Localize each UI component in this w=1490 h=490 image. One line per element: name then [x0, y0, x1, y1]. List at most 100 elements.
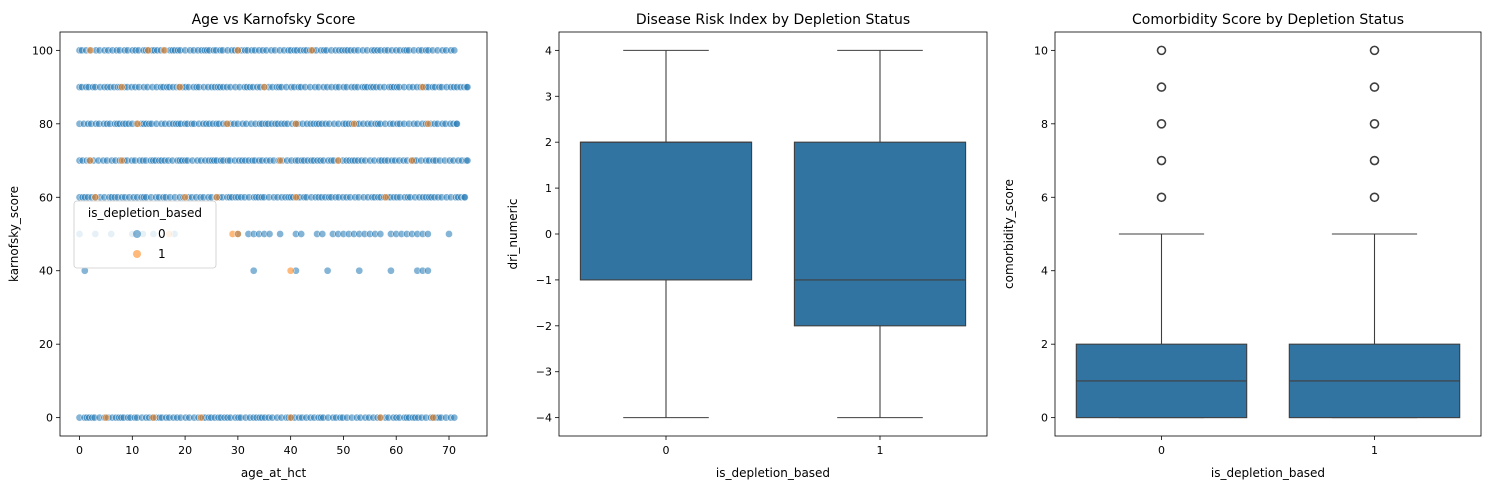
- outlier-point: [1369, 45, 1380, 56]
- x-tick-label: 20: [178, 444, 192, 457]
- x-tick-label: 70: [442, 444, 456, 457]
- plot-frame: [59, 31, 488, 437]
- outlier-point: [1156, 82, 1167, 92]
- y-tick-label: 4: [545, 44, 552, 57]
- y-tick-label: 0: [1041, 412, 1048, 425]
- x-axis-label: age_at_hct: [241, 466, 307, 480]
- chart-panel-3: Comorbidity Score by Depletion Status is_…: [1002, 12, 1482, 480]
- y-tick-label: 8: [1041, 118, 1048, 131]
- y-tick-label: −1: [536, 274, 552, 287]
- x-tick-label: 30: [231, 444, 245, 457]
- x-tick-label: 0: [663, 444, 670, 457]
- box-0: [579, 49, 753, 419]
- chart-title: Disease Risk Index by Depletion Status: [636, 12, 910, 28]
- y-tick-label: 100: [32, 44, 53, 57]
- scatter-point: [408, 156, 416, 165]
- scatter-point: [450, 413, 459, 422]
- scatter-point: [276, 230, 284, 238]
- scatter-point: [460, 193, 469, 202]
- chart-title: Age vs Karnofsky Score: [192, 12, 356, 28]
- y-tick-label: 2: [545, 136, 552, 149]
- box-iqr: [793, 141, 967, 327]
- legend-label: 0: [158, 227, 166, 241]
- scatter-point: [387, 266, 395, 275]
- y-tick-label: 10: [1034, 44, 1048, 57]
- scatter-point: [376, 230, 385, 238]
- legend-marker: [133, 230, 141, 238]
- x-tick-label: 50: [336, 444, 350, 457]
- scatter-point: [318, 230, 327, 238]
- scatter-point: [234, 46, 242, 55]
- y-tick-label: −2: [536, 320, 552, 333]
- legend-box: [73, 200, 217, 269]
- y-tick-label: 2: [1041, 338, 1048, 351]
- scatter-point: [102, 413, 110, 422]
- scatter-point: [424, 119, 432, 128]
- outlier-point: [1156, 192, 1167, 203]
- scatter-point: [355, 266, 364, 275]
- scatter-point: [286, 266, 295, 275]
- x-tick-label: 10: [125, 444, 139, 457]
- chart-title: Comorbidity Score by Depletion Status: [1132, 12, 1404, 28]
- scatter-point: [276, 156, 284, 165]
- scatter-point: [424, 266, 432, 275]
- y-tick-label: 0: [46, 412, 53, 425]
- scatter-point: [223, 119, 232, 128]
- scatter-point: [350, 119, 358, 128]
- y-axis-label: karnofsky_score: [7, 186, 21, 282]
- scatter-point: [424, 230, 432, 238]
- scatter-point: [286, 413, 295, 422]
- outlier-point: [1156, 45, 1167, 56]
- scatter-point: [197, 413, 205, 422]
- scatter-point: [149, 413, 158, 422]
- outlier-point: [1369, 192, 1380, 203]
- outlier-point: [1369, 82, 1380, 92]
- y-tick-label: 80: [39, 118, 53, 131]
- scatter-point: [212, 193, 221, 202]
- scatter-point: [181, 193, 189, 202]
- chart-panel-2: Disease Risk Index by Depletion Status is…: [506, 12, 988, 480]
- x-axis-label: is_depletion_based: [1211, 466, 1325, 480]
- scatter-points: [75, 46, 472, 422]
- scatter-point: [292, 193, 300, 202]
- outlier-point: [1369, 155, 1380, 166]
- scatter-point: [133, 119, 142, 128]
- scatter-point: [265, 230, 274, 238]
- outlier-point: [1369, 119, 1380, 129]
- y-tick-label: 60: [39, 191, 53, 204]
- outlier-point: [1156, 155, 1167, 166]
- x-axis-label: is_depletion_based: [716, 466, 830, 480]
- scatter-point: [323, 266, 332, 275]
- y-tick-label: 6: [1041, 191, 1048, 204]
- scatter-point: [144, 46, 152, 55]
- x-tick-label: 40: [284, 444, 298, 457]
- box-1: [1288, 45, 1461, 419]
- legend-label: 1: [158, 247, 166, 261]
- scatter-point: [249, 266, 258, 275]
- y-tick-label: 40: [39, 265, 53, 278]
- scatter-point: [91, 193, 100, 202]
- scatter-point: [297, 230, 306, 238]
- x-tick-label: 1: [877, 444, 884, 457]
- y-tick-label: 3: [545, 90, 552, 103]
- legend-marker: [133, 250, 141, 258]
- plot-frame: [1054, 31, 1482, 437]
- y-tick-label: −3: [536, 366, 552, 379]
- scatter-point: [445, 230, 453, 238]
- scatter-point: [376, 413, 385, 422]
- box-iqr: [579, 141, 753, 281]
- x-tick-label: 0: [1158, 444, 1165, 457]
- scatter-point: [292, 119, 300, 128]
- y-tick-label: 20: [39, 338, 53, 351]
- scatter-point: [175, 83, 184, 91]
- scatter-point: [453, 119, 461, 128]
- scatter-point: [418, 83, 427, 91]
- scatter-point: [463, 83, 472, 91]
- scatter-point: [463, 156, 472, 165]
- scatter-point: [334, 156, 343, 165]
- y-axis-label: comorbidity_score: [1002, 179, 1016, 289]
- x-tick-label: 0: [76, 444, 83, 457]
- box-0: [1075, 45, 1248, 419]
- scatter-point: [86, 156, 94, 165]
